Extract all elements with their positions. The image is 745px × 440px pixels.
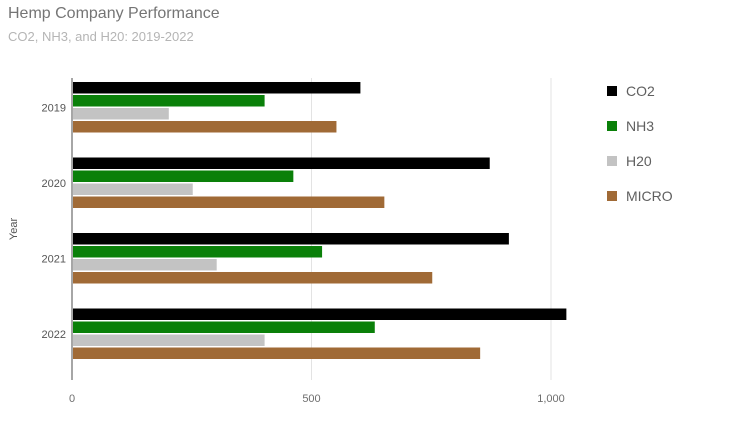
bars <box>73 82 567 359</box>
legend-swatch <box>607 156 617 166</box>
chart-subtitle: CO2, NH3, and H20: 2019-2022 <box>8 29 194 44</box>
bar <box>73 334 265 346</box>
y-tick-label: 2019 <box>42 102 66 114</box>
y-tick-label: 2020 <box>42 178 66 190</box>
bar <box>73 321 375 333</box>
bar <box>73 259 217 271</box>
chart-title: Hemp Company Performance <box>8 5 220 22</box>
y-tick-label: 2021 <box>42 253 66 265</box>
bar <box>73 196 385 208</box>
bar <box>73 183 193 195</box>
legend: CO2 NH3 H20 MICRO <box>607 83 673 204</box>
bar <box>73 233 509 245</box>
legend-swatch <box>607 121 617 131</box>
bar <box>73 108 169 120</box>
legend-label: MICRO <box>626 188 673 204</box>
bar <box>73 347 481 359</box>
bar <box>73 170 294 182</box>
axes: 0 500 1,000 2019 2020 2021 2022 Year <box>8 78 565 405</box>
bar <box>73 95 265 107</box>
x-tick-label: 1,000 <box>537 393 565 405</box>
y-tick-label: 2022 <box>42 329 66 341</box>
gridlines <box>311 78 552 380</box>
legend-label: H20 <box>626 153 652 169</box>
legend-swatch <box>607 191 617 201</box>
y-axis-label: Year <box>8 218 20 241</box>
legend-swatch <box>607 86 617 96</box>
x-tick-label: 500 <box>302 393 320 405</box>
bar <box>73 157 490 169</box>
bar <box>73 308 567 320</box>
legend-label: NH3 <box>626 118 654 134</box>
bar <box>73 121 337 133</box>
bar <box>73 246 323 258</box>
x-tick-label: 0 <box>69 393 75 405</box>
bar <box>73 272 433 284</box>
legend-label: CO2 <box>626 83 655 99</box>
bar <box>73 82 361 94</box>
